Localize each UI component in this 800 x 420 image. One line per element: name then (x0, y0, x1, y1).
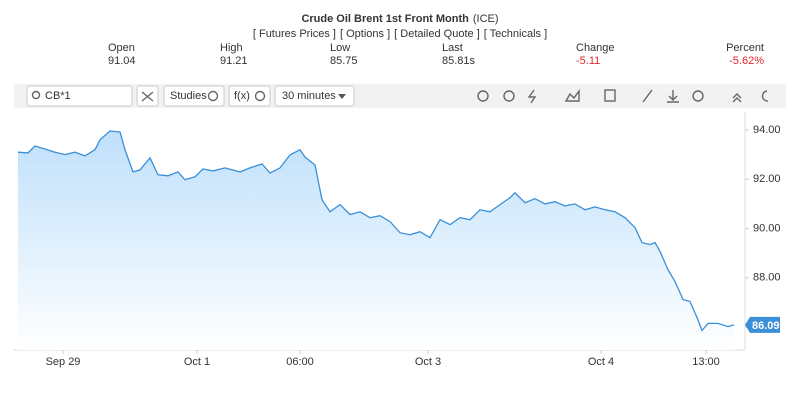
link[interactable]: [ Technicals ] (484, 28, 547, 40)
collapse-icon[interactable] (732, 93, 742, 103)
symbol: CB*1 (45, 90, 71, 102)
quote-value: -5.62% (729, 55, 764, 67)
area (18, 131, 734, 350)
links: [ Futures Prices ] [ Options ] [ Detailed … (253, 28, 547, 40)
x-tick-label: 06:00 (286, 356, 314, 368)
search-icon (31, 90, 41, 100)
compare-icon (141, 91, 154, 102)
title-name: Crude Oil Brent 1st Front Month (301, 13, 469, 25)
quote-label: Change (576, 42, 615, 54)
studies-label: Studies (170, 90, 207, 102)
interval-label: 30 minutes (282, 90, 336, 102)
y-tick-label: 90.00 (753, 222, 781, 234)
quote-label: Low (330, 42, 350, 54)
quote-label: Percent (726, 42, 764, 54)
last-price-label: 86.09 (752, 320, 780, 332)
link-row: [ Futures Prices ] [ Options ] [ Detailed … (253, 28, 547, 40)
y-tick-label: 92.00 (753, 173, 781, 185)
interval-button[interactable] (274, 85, 355, 107)
quote-value: 91.21 (220, 55, 248, 67)
redo-icon[interactable] (503, 90, 515, 102)
undo-icon[interactable] (477, 90, 489, 102)
x-tick-label: Oct 4 (588, 356, 614, 368)
draw-icon[interactable] (527, 89, 537, 104)
link[interactable]: [ Futures Prices ] (253, 28, 336, 40)
x-tick-label: Oct 1 (184, 356, 210, 368)
plus-icon (207, 90, 219, 102)
chart-type-icon[interactable] (564, 88, 580, 102)
y-tick-label: 94.00 (753, 124, 781, 136)
fx-label: f(x) (234, 90, 250, 102)
y-tick-label: 88.00 (753, 272, 781, 284)
download-icon[interactable] (667, 90, 679, 103)
quote-value: -5.11 (576, 55, 600, 67)
quote-value: 91.04 (108, 55, 136, 67)
tool-icons (477, 88, 769, 104)
theme-icon[interactable] (761, 90, 769, 102)
title: Crude Oil Brent 1st Front Month (ICE) (301, 13, 498, 25)
studies-button[interactable] (163, 85, 225, 107)
layout-icon[interactable] (604, 89, 616, 102)
settings-icon[interactable] (692, 90, 704, 102)
quote-value: 85.81s (442, 55, 476, 67)
search-box[interactable] (26, 85, 133, 107)
exchange: (ICE) (473, 13, 499, 25)
x-tick-label: Oct 3 (415, 356, 441, 368)
dropdown-arrow (338, 94, 346, 99)
quote-label: High (220, 42, 243, 54)
x-tick-label: Sep 29 (46, 356, 81, 368)
quote-label: Open (108, 42, 135, 54)
link[interactable]: [ Detailed Quote ] (394, 28, 480, 40)
pen-icon[interactable] (642, 89, 653, 103)
price-line (17, 130, 735, 332)
quote-label: Last (442, 42, 463, 54)
quote-value: 85.75 (330, 55, 358, 67)
x-tick-label: 13:00 (692, 356, 720, 368)
plus-icon (254, 90, 266, 102)
last-price-badge (745, 316, 780, 333)
link[interactable]: [ Options ] (340, 28, 390, 40)
